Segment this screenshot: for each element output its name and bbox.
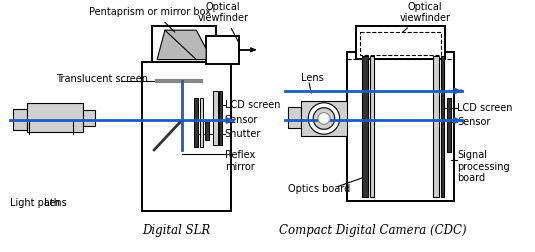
- Bar: [142, 61, 231, 211]
- Text: Lens: Lens: [301, 73, 324, 83]
- Circle shape: [313, 108, 335, 129]
- Text: Lens: Lens: [44, 198, 66, 208]
- Bar: [347, 52, 455, 201]
- Text: LCD screen: LCD screen: [457, 103, 513, 113]
- Text: Optics board: Optics board: [288, 184, 350, 194]
- Text: Translucent screen: Translucent screen: [56, 74, 148, 84]
- Bar: [441, 56, 444, 197]
- Bar: [362, 56, 368, 197]
- Bar: [194, 98, 198, 147]
- Bar: [219, 91, 222, 145]
- Bar: [200, 98, 203, 147]
- Bar: [206, 36, 239, 64]
- Bar: [205, 120, 209, 140]
- Bar: [288, 107, 301, 128]
- Bar: [213, 91, 218, 145]
- Circle shape: [308, 103, 340, 134]
- Text: Optical
viewfinder: Optical viewfinder: [197, 2, 248, 43]
- Circle shape: [318, 113, 330, 124]
- Text: Digital SLR: Digital SLR: [143, 224, 211, 237]
- Bar: [356, 26, 445, 59]
- Text: Light path: Light path: [10, 198, 60, 208]
- Bar: [447, 98, 450, 152]
- Bar: [433, 56, 439, 197]
- Text: LCD screen: LCD screen: [225, 100, 280, 110]
- Bar: [13, 109, 27, 130]
- Text: Compact Digital Camera (CDC): Compact Digital Camera (CDC): [279, 224, 467, 237]
- Bar: [370, 56, 374, 197]
- Bar: [83, 110, 95, 126]
- Polygon shape: [157, 30, 206, 60]
- Bar: [152, 26, 216, 61]
- Bar: [301, 101, 347, 136]
- Bar: [360, 32, 441, 55]
- Text: Signal
processing
board: Signal processing board: [457, 150, 510, 183]
- Text: Sensor: Sensor: [457, 117, 491, 128]
- Text: Sensor: Sensor: [225, 115, 258, 125]
- Bar: [27, 103, 83, 132]
- Text: Optical
viewfinder: Optical viewfinder: [400, 2, 450, 32]
- Text: Shutter: Shutter: [225, 129, 261, 139]
- Text: Reflex
mirror: Reflex mirror: [225, 150, 255, 172]
- Text: Pentaprism or mirror box: Pentaprism or mirror box: [89, 8, 211, 32]
